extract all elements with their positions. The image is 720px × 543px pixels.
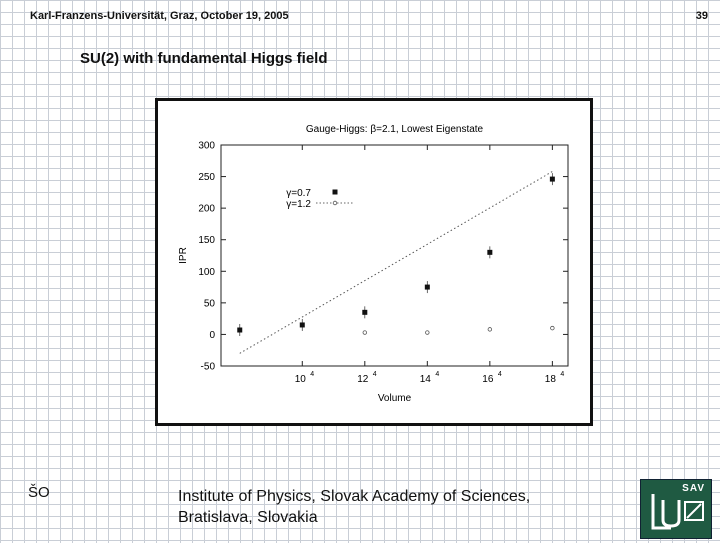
y-tick-label: 250	[198, 172, 215, 183]
x-tick-label: 12	[357, 374, 369, 385]
legend-label: γ=0.7	[286, 188, 311, 199]
y-tick-label: 300	[198, 141, 215, 152]
data-point-gamma-0-7	[549, 176, 555, 182]
sav-emblem-icon	[651, 494, 704, 530]
data-point-gamma-0-7	[237, 327, 243, 333]
sav-logo-text: SAV	[682, 483, 705, 494]
y-tick-label: 50	[204, 298, 216, 309]
figure-frame: Gauge-Higgs: β=2.1, Lowest Eigenstate IPR…	[155, 98, 593, 426]
x-tick-label: 18	[545, 374, 557, 385]
data-point-gamma-1-2	[362, 330, 368, 335]
x-tick-label: 16	[482, 374, 494, 385]
page-number: 39	[695, 10, 708, 22]
x-tick-exponent: 4	[560, 371, 564, 378]
footer-line-2: Bratislava, Slovakia	[178, 509, 318, 526]
legend-marker-square	[332, 189, 338, 195]
chart-title: Gauge-Higgs: β=2.1, Lowest Eigenstate	[306, 124, 484, 135]
fit-line	[239, 171, 553, 354]
y-axis-label: IPR	[178, 247, 189, 264]
footer-institute: Institute of Physics, Slovak Academy of …	[178, 486, 530, 528]
legend-marker-circle	[332, 200, 338, 206]
y-tick-label: -50	[201, 362, 216, 373]
data-point-gamma-1-2	[487, 327, 493, 332]
footer-label: ŠO	[28, 484, 50, 501]
x-tick-exponent: 4	[498, 371, 502, 378]
data-point-gamma-0-7	[362, 309, 368, 315]
x-tick-label: 10	[295, 374, 307, 385]
plot-area	[220, 144, 569, 367]
slide-title: SU(2) with fundamental Higgs field	[80, 50, 328, 67]
x-axis-label: Volume	[378, 393, 412, 404]
y-tick-label: 100	[198, 267, 215, 278]
x-tick-label: 14	[420, 374, 432, 385]
x-tick-exponent: 4	[373, 371, 377, 378]
header-institution: Karl-Franzens-Universität, Graz, October…	[30, 10, 289, 22]
sav-logo: SAV	[640, 479, 712, 539]
y-tick-label: 200	[198, 204, 215, 215]
footer-line-1: Institute of Physics, Slovak Academy of …	[178, 488, 531, 505]
legend-label: γ=1.2	[286, 199, 311, 210]
data-point-gamma-0-7	[424, 284, 430, 290]
x-tick-exponent: 4	[435, 371, 439, 378]
data-point-gamma-1-2	[550, 325, 555, 331]
data-point-gamma-0-7	[487, 249, 493, 255]
x-tick-exponent: 4	[310, 371, 314, 378]
y-tick-label: 0	[209, 330, 215, 341]
data-point-gamma-1-2	[425, 330, 430, 335]
y-tick-label: 150	[198, 235, 215, 246]
ipr-chart: Gauge-Higgs: β=2.1, Lowest Eigenstate IPR…	[178, 124, 569, 404]
data-point-gamma-0-7	[299, 322, 305, 328]
